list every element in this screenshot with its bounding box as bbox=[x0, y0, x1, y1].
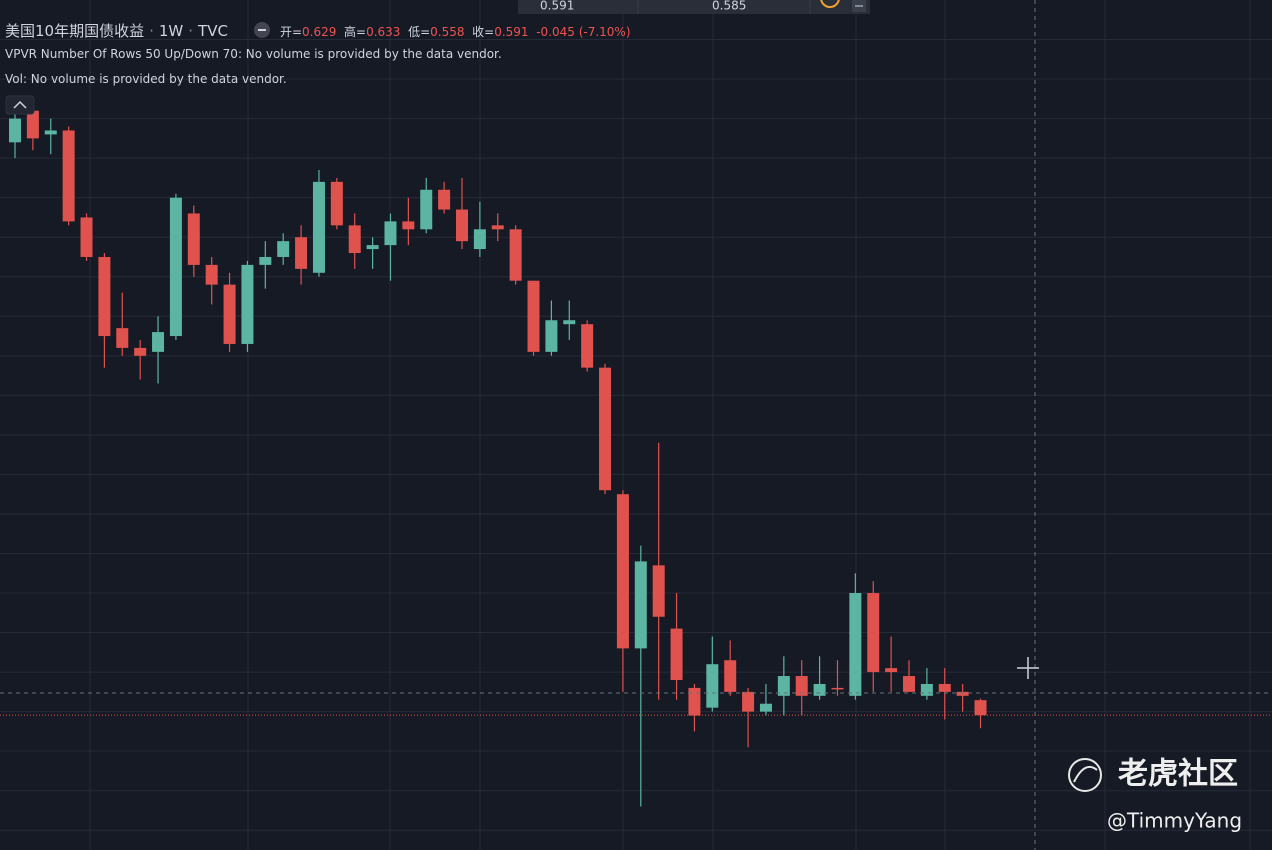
candle-body bbox=[849, 593, 862, 696]
ohlc-value: 0.558 bbox=[430, 25, 465, 39]
top-field: 0.591 bbox=[540, 0, 574, 13]
candle-body bbox=[223, 284, 236, 344]
candle-body bbox=[348, 225, 361, 254]
candles bbox=[0, 102, 1272, 807]
change: -0.045 bbox=[536, 25, 575, 39]
change-pct: (-7.10%) bbox=[578, 25, 631, 39]
candle-body bbox=[384, 221, 397, 246]
candle-body bbox=[62, 130, 75, 222]
interval: 1W bbox=[158, 22, 184, 40]
candle-body bbox=[545, 320, 558, 352]
collapse-button[interactable] bbox=[5, 95, 35, 115]
indicator: Vol: No volume is provided by the data v… bbox=[5, 72, 287, 86]
candle-body bbox=[295, 237, 308, 269]
candle-body bbox=[742, 691, 755, 712]
ohlc-value: 0.633 bbox=[366, 25, 401, 39]
legend-row: 美国10年期国债收益 · 1W · TVC 开=0.629 高=0.633 低=0.558… bbox=[5, 22, 631, 40]
candle-body bbox=[920, 683, 933, 696]
watermark: 老虎社区 bbox=[1118, 757, 1238, 792]
candle-body bbox=[813, 683, 826, 696]
candle-body bbox=[509, 229, 522, 281]
candle-body bbox=[563, 320, 576, 325]
candle-body bbox=[134, 347, 147, 356]
candle-body bbox=[527, 280, 540, 352]
collapse-icon bbox=[13, 100, 27, 109]
candle-body bbox=[205, 264, 218, 285]
time-grid bbox=[89, 0, 1251, 850]
ohlc-value: 0.591 bbox=[494, 25, 529, 39]
candle-body bbox=[670, 628, 683, 680]
ohlc-label: 收= bbox=[472, 25, 495, 39]
candle-body bbox=[402, 221, 415, 230]
candle-body bbox=[152, 332, 165, 352]
candle-body bbox=[473, 229, 486, 250]
candle-body bbox=[330, 181, 343, 226]
candle-body bbox=[26, 110, 39, 139]
candle-body bbox=[80, 217, 93, 257]
top-field: 0.585 bbox=[712, 0, 746, 13]
candle-body bbox=[688, 687, 701, 716]
logo-stroke bbox=[1073, 766, 1098, 783]
candle-body bbox=[867, 593, 880, 673]
candle-body bbox=[795, 676, 808, 696]
candle-body bbox=[116, 328, 129, 348]
candle-body bbox=[169, 197, 182, 337]
candle-body bbox=[706, 664, 719, 708]
candle-body bbox=[312, 181, 325, 273]
candle-body bbox=[831, 687, 844, 690]
candle-body bbox=[599, 367, 612, 491]
candle-body bbox=[491, 225, 504, 230]
top-icon[interactable] bbox=[820, 0, 840, 8]
cursor bbox=[1017, 657, 1039, 679]
candle-body bbox=[420, 189, 433, 230]
logo-circle bbox=[1068, 758, 1102, 792]
candle-body bbox=[241, 264, 254, 344]
candle-body bbox=[187, 213, 200, 265]
candle-body bbox=[634, 561, 647, 649]
indicator: VPVR Number Of Rows 50 Up/Down 70: No vo… bbox=[5, 47, 502, 61]
candle-body bbox=[938, 683, 951, 692]
candle-body bbox=[366, 245, 379, 250]
candle-body bbox=[9, 118, 21, 143]
candle-body bbox=[438, 189, 451, 210]
candle-body bbox=[456, 209, 468, 242]
ohlc-label: 低= bbox=[408, 25, 431, 39]
candle-body bbox=[956, 691, 969, 696]
candle-body bbox=[277, 241, 290, 257]
candle-body bbox=[581, 324, 594, 368]
candle-body bbox=[616, 494, 629, 649]
ohlc-value: 0.629 bbox=[302, 25, 337, 39]
author: @TimmyYang bbox=[1107, 809, 1242, 833]
candle-body bbox=[259, 256, 272, 265]
candle-body bbox=[974, 700, 987, 716]
candle-body bbox=[777, 676, 790, 696]
candle-body bbox=[652, 565, 665, 617]
ohlc-label: 开= bbox=[279, 25, 302, 39]
top-panel bbox=[518, 0, 870, 14]
candle-body bbox=[724, 660, 737, 692]
candle-body bbox=[903, 676, 915, 692]
candle-body bbox=[885, 668, 898, 673]
watermark-logo bbox=[1068, 758, 1102, 792]
ohlc-label: 高= bbox=[344, 25, 367, 39]
candle-body bbox=[44, 130, 57, 135]
price-grid bbox=[0, 39, 1272, 831]
candle-body bbox=[98, 256, 111, 337]
source: TVC bbox=[198, 22, 228, 40]
candle-body bbox=[759, 703, 772, 712]
symbol-title: 美国10年期国债收益 bbox=[5, 22, 145, 40]
